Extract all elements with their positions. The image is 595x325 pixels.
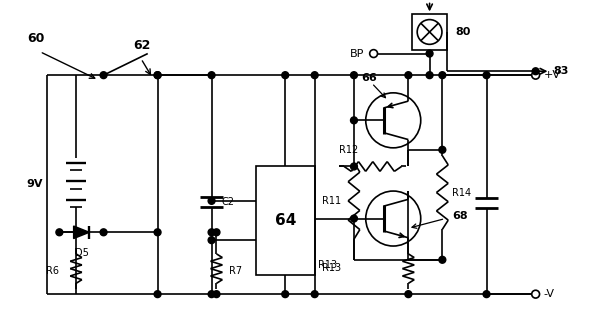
Circle shape [439,256,446,263]
Circle shape [208,237,215,243]
Text: D5: D5 [75,248,89,258]
Text: 80: 80 [455,27,471,37]
Circle shape [532,71,540,79]
Text: +V: +V [543,70,560,80]
Text: 60: 60 [27,32,45,46]
Circle shape [282,72,289,79]
Circle shape [154,72,161,79]
Text: C2: C2 [221,197,234,207]
Circle shape [426,72,433,79]
Circle shape [532,68,539,75]
Circle shape [56,229,63,236]
Text: BP: BP [349,48,364,58]
Circle shape [350,215,358,222]
Text: R6: R6 [46,266,60,276]
Circle shape [350,117,358,124]
Bar [256,166,315,275]
Circle shape [208,291,215,298]
Text: -V: -V [543,289,555,299]
Circle shape [369,50,378,58]
Text: 62: 62 [133,39,151,52]
Circle shape [154,291,161,298]
Circle shape [483,291,490,298]
Circle shape [311,291,318,298]
Text: 9V: 9V [27,179,43,189]
Circle shape [208,72,215,79]
Circle shape [426,50,433,57]
Circle shape [405,72,412,79]
Text: R13: R13 [322,263,341,273]
Text: 64: 64 [274,213,296,228]
Text: 66: 66 [361,73,377,83]
Text: R7: R7 [229,266,242,276]
Circle shape [282,291,289,298]
Circle shape [154,72,161,79]
Circle shape [213,291,220,298]
Circle shape [208,229,215,236]
Circle shape [350,163,358,170]
Circle shape [100,72,107,79]
Polygon shape [74,226,89,239]
Circle shape [100,229,107,236]
Circle shape [154,229,161,236]
Circle shape [213,229,220,236]
Text: R11: R11 [322,196,341,206]
Circle shape [439,146,446,153]
Text: 83: 83 [553,66,569,76]
Circle shape [311,72,318,79]
Circle shape [405,291,412,298]
Text: 68: 68 [452,211,468,221]
Bar [412,14,447,50]
Circle shape [439,72,446,79]
Circle shape [483,72,490,79]
Circle shape [532,290,540,298]
Circle shape [350,72,358,79]
Text: R12: R12 [339,145,359,155]
Text: R14: R14 [452,188,471,198]
Circle shape [208,197,215,204]
Text: R13: R13 [318,260,337,270]
